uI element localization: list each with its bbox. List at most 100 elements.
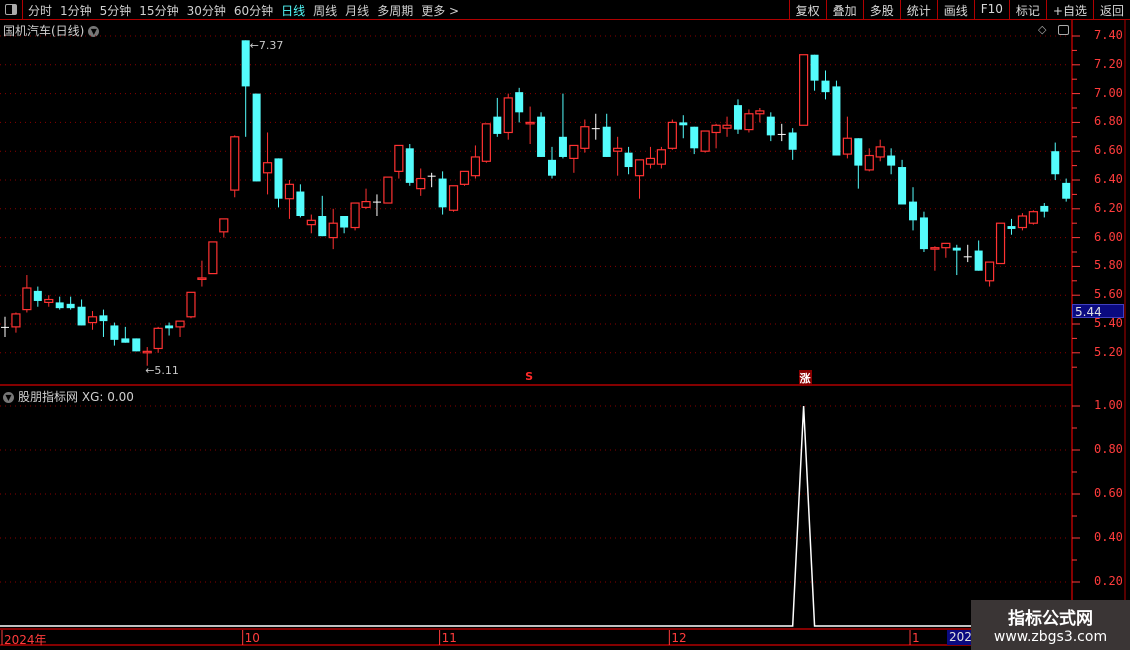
candle[interactable]: [77, 299, 86, 326]
candle[interactable]: [175, 320, 185, 337]
candle[interactable]: [44, 295, 54, 307]
toolbar-button[interactable]: 标记: [1008, 0, 1046, 19]
candle[interactable]: [1051, 142, 1060, 180]
candle[interactable]: [416, 168, 426, 196]
candle[interactable]: [875, 139, 885, 162]
candle[interactable]: [394, 144, 404, 179]
candle[interactable]: [459, 170, 470, 186]
chevron-down-icon[interactable]: ▼: [3, 392, 14, 403]
candle[interactable]: [690, 126, 699, 155]
candle[interactable]: [733, 99, 742, 134]
candle[interactable]: [186, 291, 196, 319]
period-tab[interactable]: 日线: [281, 4, 306, 18]
candle[interactable]: [99, 309, 108, 337]
candle[interactable]: [1017, 213, 1028, 231]
candle[interactable]: [854, 138, 863, 189]
candle[interactable]: [153, 326, 163, 353]
candle[interactable]: [350, 202, 360, 231]
candle[interactable]: [864, 148, 874, 172]
candle[interactable]: [909, 187, 918, 231]
candle[interactable]: [361, 188, 371, 209]
candle[interactable]: [602, 113, 611, 157]
candle[interactable]: [624, 146, 633, 175]
candle[interactable]: [383, 176, 393, 204]
candle[interactable]: [448, 185, 459, 212]
candle[interactable]: [318, 195, 327, 237]
candle[interactable]: [274, 158, 283, 208]
candle[interactable]: [230, 135, 240, 198]
toolbar-button[interactable]: 统计: [899, 0, 937, 19]
candle[interactable]: [262, 132, 273, 195]
panel-toggle-icon[interactable]: [0, 0, 23, 19]
period-tab[interactable]: 30分钟: [186, 4, 226, 18]
candle[interactable]: [481, 123, 491, 163]
candle[interactable]: [645, 146, 656, 169]
candle[interactable]: [284, 180, 295, 219]
candle[interactable]: [634, 159, 645, 199]
candle[interactable]: [995, 222, 1006, 265]
period-tab[interactable]: 月线: [345, 4, 370, 18]
candle[interactable]: [33, 286, 42, 307]
candle[interactable]: [405, 144, 414, 186]
period-tab[interactable]: 5分钟: [99, 4, 132, 18]
candle[interactable]: [898, 159, 907, 205]
candle[interactable]: [132, 338, 141, 352]
candle[interactable]: [711, 123, 721, 149]
candle[interactable]: [580, 119, 590, 153]
toolbar-button[interactable]: 多股: [862, 0, 900, 19]
candle[interactable]: [328, 208, 338, 250]
candle[interactable]: [241, 40, 250, 137]
period-tab[interactable]: 15分钟: [139, 4, 179, 18]
candle[interactable]: [493, 97, 502, 137]
period-tab[interactable]: 多周期: [377, 4, 414, 18]
candle[interactable]: [110, 322, 119, 346]
toolbar-button[interactable]: +自选: [1045, 0, 1093, 19]
candle[interactable]: [930, 246, 940, 271]
candle[interactable]: [438, 171, 447, 215]
candle[interactable]: [121, 326, 130, 343]
candle[interactable]: [777, 123, 786, 142]
toolbar-button[interactable]: F10: [973, 0, 1009, 19]
candle[interactable]: [1040, 203, 1049, 218]
candle[interactable]: [722, 116, 732, 137]
toolbar-button[interactable]: 复权: [788, 0, 826, 19]
candle[interactable]: [372, 194, 381, 216]
candle[interactable]: [974, 240, 983, 271]
period-tab[interactable]: 周线: [313, 4, 338, 18]
period-tab[interactable]: 60分钟: [233, 4, 274, 18]
candle[interactable]: [766, 112, 775, 142]
candle[interactable]: [537, 112, 546, 157]
toolbar-button[interactable]: 画线: [936, 0, 974, 19]
diamond-icon[interactable]: ◇: [1038, 23, 1047, 36]
candle[interactable]: [296, 184, 305, 218]
candle[interactable]: [558, 93, 567, 159]
period-tab[interactable]: 分时: [28, 4, 53, 18]
candle[interactable]: [219, 218, 229, 238]
candle[interactable]: [427, 172, 436, 188]
candle[interactable]: [165, 322, 174, 336]
candle[interactable]: [197, 260, 207, 287]
candle[interactable]: [591, 113, 600, 140]
period-tab[interactable]: 更多 >: [421, 4, 460, 18]
candle[interactable]: [55, 296, 64, 310]
candle[interactable]: [984, 261, 995, 287]
toolbar-button[interactable]: 返回: [1092, 0, 1130, 19]
candle[interactable]: [142, 347, 152, 366]
candle[interactable]: [821, 70, 830, 100]
period-tab[interactable]: 1分钟: [60, 4, 92, 18]
panel-toggle-icon[interactable]: [1057, 25, 1069, 35]
candle[interactable]: [700, 130, 710, 153]
candle[interactable]: [887, 148, 896, 175]
candle[interactable]: [799, 54, 809, 126]
candle[interactable]: [470, 145, 481, 179]
candle[interactable]: [832, 80, 841, 156]
candle[interactable]: [842, 116, 852, 159]
candle[interactable]: [515, 87, 524, 123]
candle[interactable]: [613, 136, 623, 176]
candle[interactable]: [208, 241, 218, 275]
candle[interactable]: [548, 146, 556, 179]
candle[interactable]: [679, 115, 688, 139]
candle[interactable]: [667, 119, 677, 150]
toolbar-button[interactable]: 叠加: [825, 0, 863, 19]
candle[interactable]: [503, 93, 513, 140]
